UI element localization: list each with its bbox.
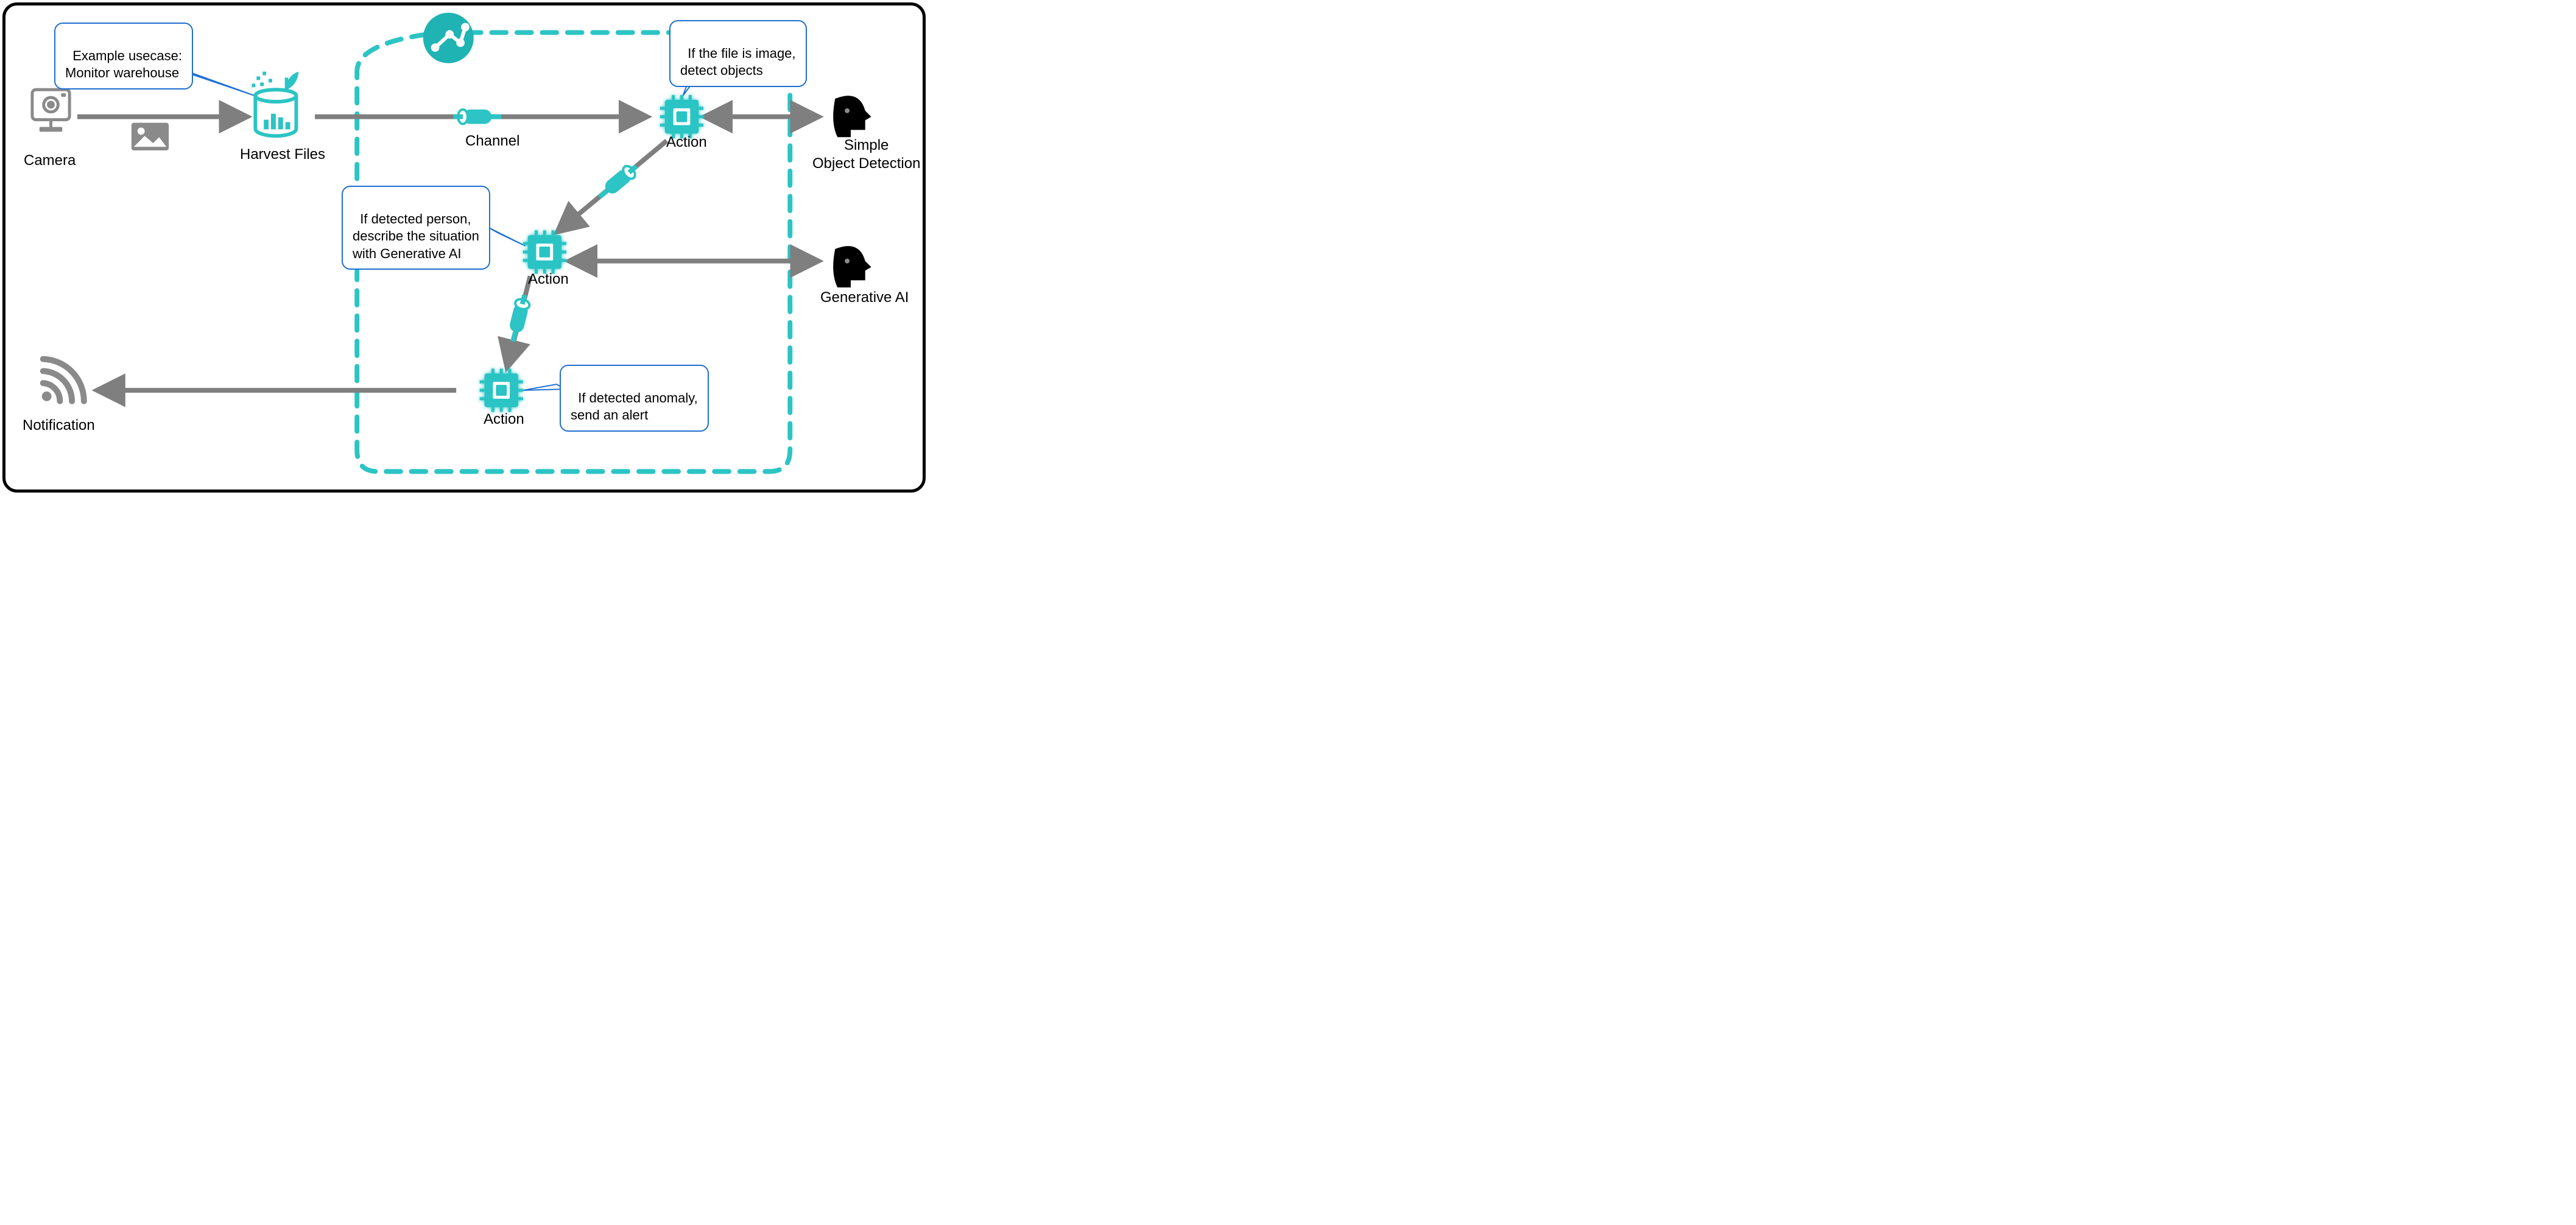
harvest-files-icon xyxy=(252,72,298,136)
action1-callout: If the file is image, detect objects xyxy=(669,20,807,87)
usecase-text: Example usecase: Monitor warehouse xyxy=(65,48,182,81)
channel-glyph xyxy=(453,110,501,124)
action1-chip-icon xyxy=(660,95,703,138)
simple-od-label: Simple Object Detection xyxy=(812,136,920,173)
channel-glyph xyxy=(595,161,641,203)
channel-glyph xyxy=(506,293,532,343)
action2-chip-icon xyxy=(523,230,566,273)
harvest-label: Harvest Files xyxy=(240,146,325,164)
action3-label: Action xyxy=(484,410,524,429)
channel-label: Channel xyxy=(465,132,519,150)
notification-label: Notification xyxy=(23,416,95,435)
simple-od-head-icon xyxy=(833,96,871,137)
diagram-canvas: Example usecase: Monitor warehouse Camer… xyxy=(2,2,926,493)
usecase-callout: Example usecase: Monitor warehouse xyxy=(54,23,193,90)
action2-callout: If detected person, describe the situati… xyxy=(342,186,490,270)
camera-icon xyxy=(32,90,69,132)
genai-label: Generative AI xyxy=(820,289,909,307)
genai-head-icon xyxy=(833,246,871,287)
action1-label: Action xyxy=(666,133,707,152)
action3-callout: If detected anomaly, send an alert xyxy=(560,365,709,432)
camera-label: Camera xyxy=(24,152,76,170)
action2-label: Action xyxy=(528,270,569,289)
callout-tail xyxy=(523,384,565,390)
action1-callout-text: If the file is image, detect objects xyxy=(680,46,796,79)
notification-icon xyxy=(42,359,84,401)
action3-callout-text: If detected anomaly, send an alert xyxy=(571,390,698,423)
action2-callout-text: If detected person, describe the situati… xyxy=(353,211,479,261)
flux-logo-icon xyxy=(423,13,474,63)
image-file-icon xyxy=(132,123,169,150)
callout-tail xyxy=(489,228,525,246)
action3-chip-icon xyxy=(480,368,523,412)
